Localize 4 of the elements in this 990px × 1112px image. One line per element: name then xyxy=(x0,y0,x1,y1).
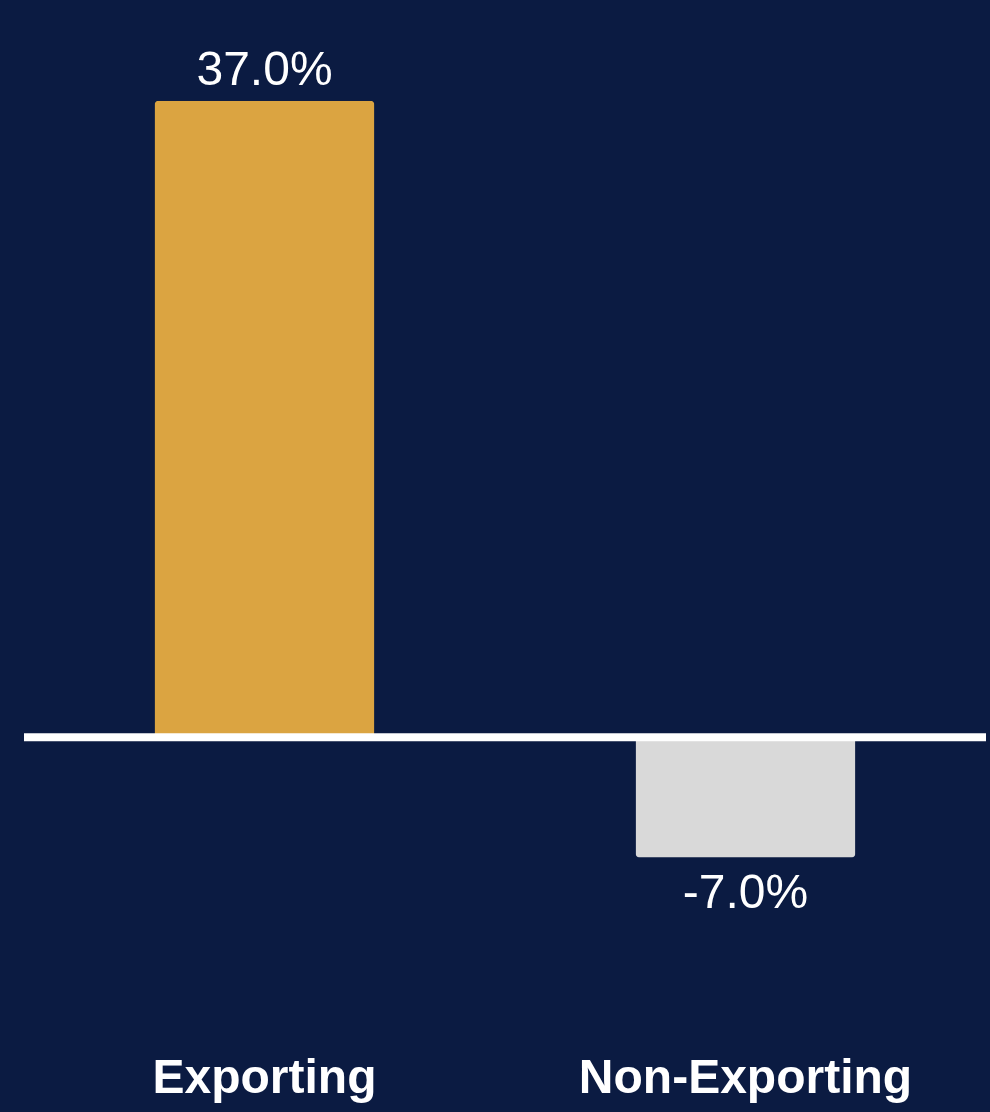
data-label: -7.0% xyxy=(682,864,809,918)
x-tick-label: Exporting xyxy=(152,1049,377,1103)
x-tick-label: Non-Exporting xyxy=(578,1049,913,1103)
data-label: 37.0% xyxy=(196,41,333,95)
